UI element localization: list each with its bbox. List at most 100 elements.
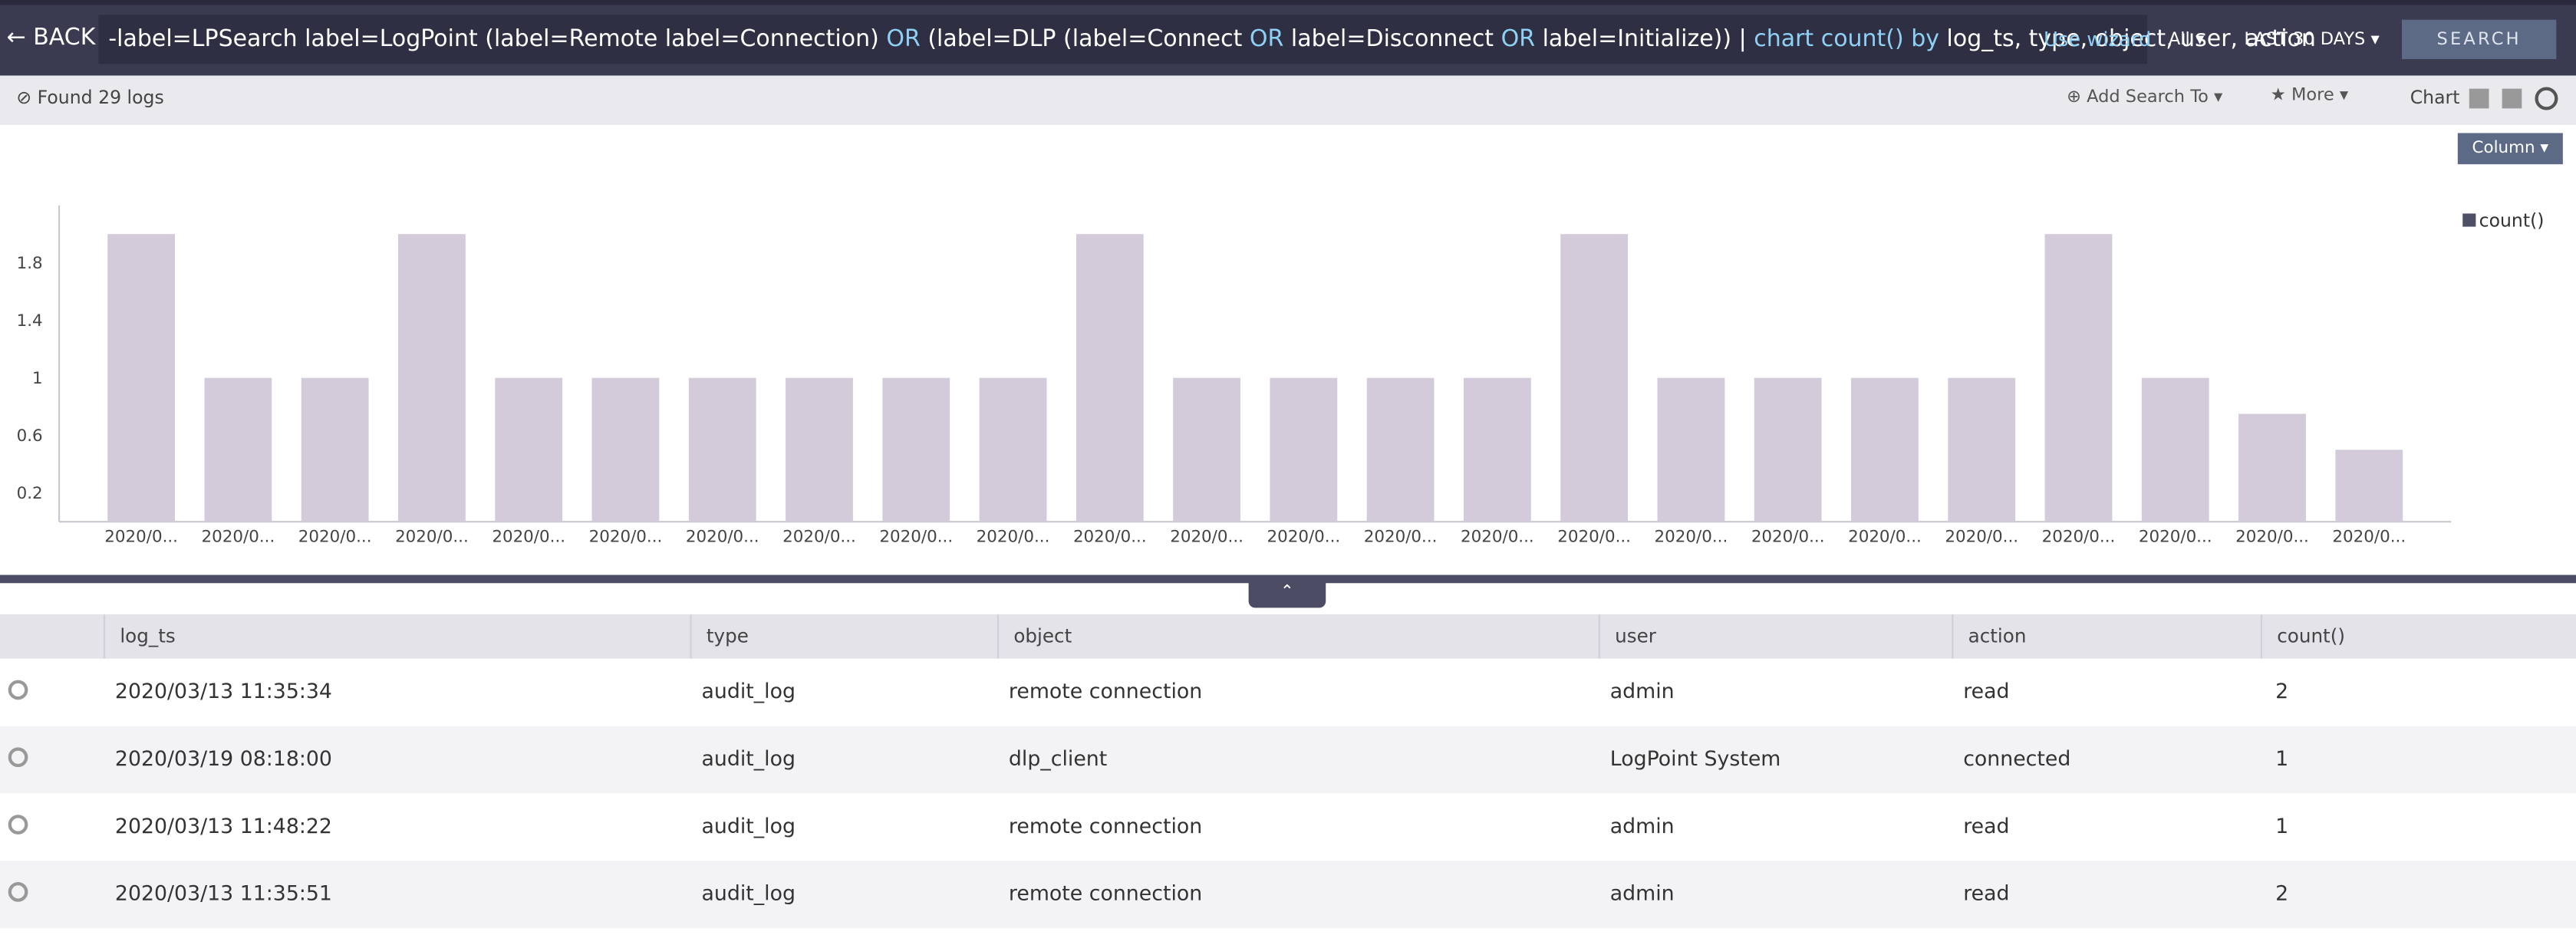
x-tick-label: 2020/0...: [1170, 528, 1244, 547]
x-tick-label: 2020/0...: [1364, 528, 1438, 547]
row-search-icon[interactable]: [8, 747, 28, 768]
bar: [882, 377, 950, 522]
column-header[interactable]: object: [1013, 624, 1072, 647]
query-token: -label=LPSearch label=LogPoint (label=Re…: [108, 26, 887, 53]
x-tick-label: 2020/0...: [977, 528, 1050, 547]
row-search-icon[interactable]: [8, 815, 28, 835]
x-tick-label: 2020/0...: [879, 528, 953, 547]
bar: [591, 377, 660, 522]
add-search[interactable]: ⊕ Add Search To ▾: [2067, 87, 2223, 107]
table-cell: audit_log: [701, 678, 796, 703]
table-cell: dlp_client: [1008, 746, 1108, 771]
query-box[interactable]: [98, 15, 2148, 64]
time-range[interactable]: LAST 30 DAYS ▾: [2244, 29, 2380, 50]
table-cell: audit_log: [701, 813, 796, 838]
bar: [398, 234, 466, 522]
chart-type-button[interactable]: Column ▾: [2457, 133, 2563, 165]
row-search-icon[interactable]: [8, 882, 28, 902]
query-token: chart count() by: [1754, 26, 1940, 53]
x-tick-label: 2020/0...: [492, 528, 565, 547]
column-separator: [103, 614, 106, 659]
x-tick-label: 2020/0...: [1945, 528, 2018, 547]
table-cell: 2: [2275, 880, 2289, 906]
bar: [1948, 377, 2016, 522]
column-separator: [1598, 614, 1600, 659]
x-tick-label: 2020/0...: [1655, 528, 1728, 547]
bar: [495, 377, 563, 522]
x-tick-label: 2020/0...: [1751, 528, 1825, 547]
back-label: BACK: [33, 25, 96, 51]
table-cell: read: [1963, 880, 2010, 906]
table-cell: 1: [2275, 813, 2289, 838]
column-header[interactable]: count(): [2277, 624, 2345, 647]
row-search-icon[interactable]: [8, 680, 28, 700]
repo-select[interactable]: All ▾: [2168, 29, 2205, 50]
column-separator: [1952, 614, 1954, 659]
query-text[interactable]: -label=LPSearch label=LogPoint (label=Re…: [108, 26, 2316, 52]
column-header[interactable]: user: [1615, 624, 1656, 647]
chart-type-label: Column: [2472, 140, 2535, 158]
column-header[interactable]: type: [706, 624, 749, 647]
repo-label: All: [2168, 29, 2190, 50]
bar: [2044, 234, 2113, 522]
chart-toggle[interactable]: Chart: [2410, 87, 2460, 109]
refresh-icon[interactable]: [2535, 87, 2558, 110]
table-header: [0, 614, 2576, 659]
table-cell: remote connection: [1008, 813, 1203, 838]
table-row: [0, 726, 2576, 794]
x-tick-label: 2020/0...: [2042, 528, 2116, 547]
query-token: OR: [1249, 26, 1284, 53]
table-cell: remote connection: [1008, 880, 1203, 906]
x-tick-label: 2020/0...: [2332, 528, 2406, 547]
search-button[interactable]: SEARCH: [2401, 19, 2557, 60]
back-button[interactable]: ← BACK: [6, 25, 96, 51]
table-cell: read: [1963, 678, 2010, 703]
collapse-tab[interactable]: ⌃: [1248, 578, 1326, 608]
x-tick-label: 2020/0...: [2235, 528, 2309, 547]
layout-icon[interactable]: [2502, 88, 2522, 109]
query-token: log_ts, type, object, user, action: [1939, 26, 2316, 53]
more-menu[interactable]: ★ More ▾: [2270, 85, 2349, 106]
bar: [2238, 413, 2306, 522]
column-separator: [2260, 614, 2262, 659]
table-cell: 2020/03/13 11:35:51: [114, 880, 332, 906]
table-cell: admin: [1609, 678, 1675, 703]
bar: [2335, 449, 2403, 522]
query-token: label=Disconnect: [1283, 26, 1501, 53]
x-tick-label: 2020/0...: [686, 528, 759, 547]
bar: [1463, 377, 1531, 522]
query-token: OR: [886, 26, 921, 53]
y-tick-label: 1: [32, 369, 43, 388]
table-cell: connected: [1963, 746, 2071, 771]
bar: [301, 377, 369, 522]
use-wizard[interactable]: Use wizard: [2044, 28, 2152, 51]
bar: [1270, 377, 1338, 522]
y-tick-label: 0.2: [17, 484, 43, 503]
bar: [204, 377, 272, 522]
bar: [1173, 377, 1240, 522]
bar: [1076, 234, 1144, 522]
x-tick-label: 2020/0...: [202, 528, 275, 547]
table-cell: audit_log: [701, 746, 796, 771]
found-count: ⊘ Found 29 logs: [16, 87, 164, 109]
x-tick-label: 2020/0...: [1557, 528, 1631, 547]
x-tick-label: 2020/0...: [782, 528, 856, 547]
x-tick-label: 2020/0...: [2139, 528, 2212, 547]
column-header[interactable]: action: [1968, 624, 2027, 647]
query-token: (label=DLP (label=Connect: [920, 26, 1250, 53]
chart: 0.2 0.6 1 1.4 1.8 2020/0... 2020/0... 2020/0...…: [17, 205, 2544, 547]
bar: [1560, 234, 1629, 522]
table-cell: admin: [1609, 813, 1675, 838]
column-header[interactable]: log_ts: [120, 624, 176, 647]
table-cell: 2: [2275, 678, 2289, 703]
more-label: More: [2291, 85, 2334, 106]
layout-icon[interactable]: [2469, 88, 2489, 109]
bar: [1657, 377, 1725, 522]
x-tick-label: 2020/0...: [589, 528, 663, 547]
table-cell: 1: [2275, 746, 2289, 771]
bar: [979, 377, 1047, 522]
x-tick-label: 2020/0...: [104, 528, 178, 547]
bar: [688, 377, 756, 522]
